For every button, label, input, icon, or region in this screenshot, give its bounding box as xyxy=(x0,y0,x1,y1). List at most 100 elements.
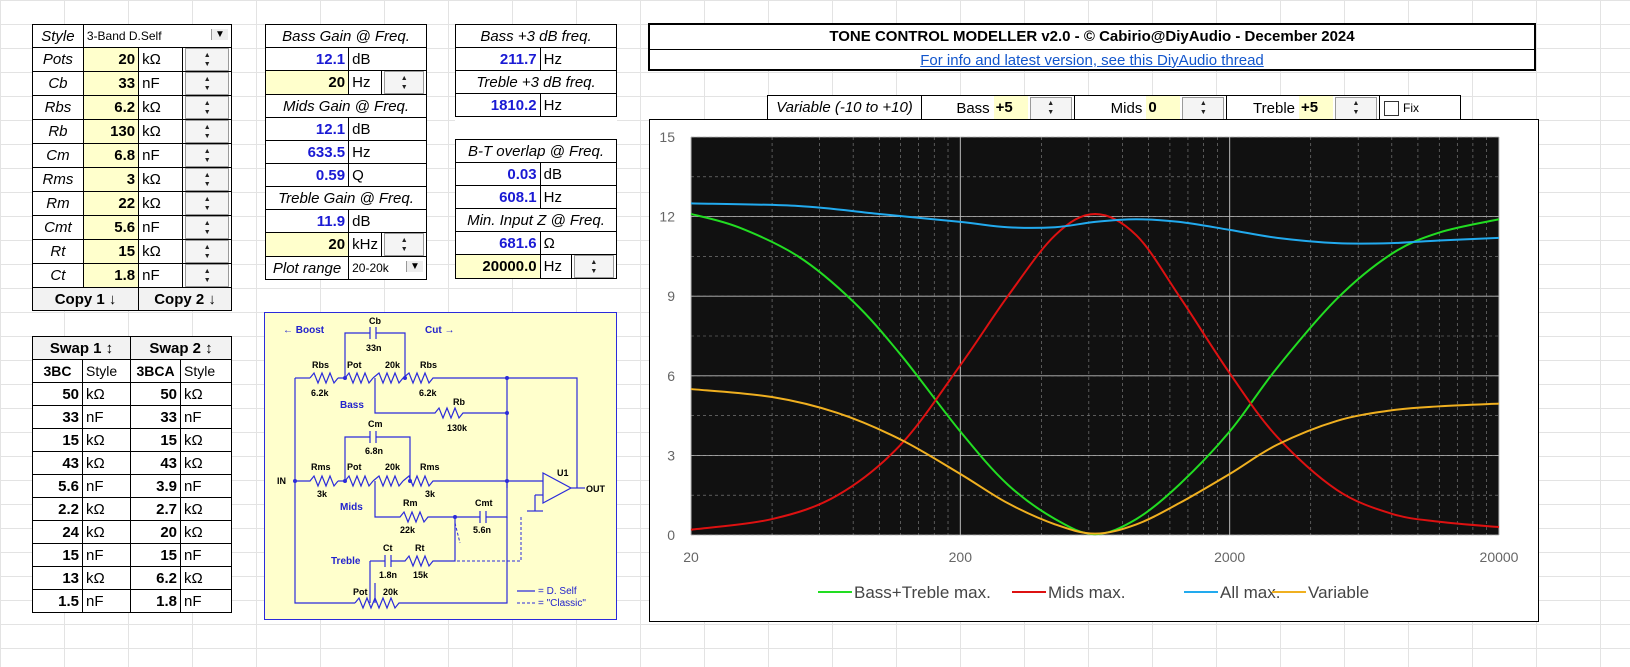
param-spinner[interactable]: ▲ ▼ xyxy=(182,143,232,168)
param-spinner[interactable]: ▲ ▼ xyxy=(182,119,232,144)
treble-control-value[interactable]: +5 xyxy=(1299,96,1334,120)
param-value-input[interactable]: 6.8 xyxy=(82,143,140,168)
spin-down-icon[interactable]: ▼ xyxy=(203,228,211,236)
spin-down-icon[interactable]: ▼ xyxy=(1047,109,1055,116)
treble-freq-input[interactable]: 20 xyxy=(264,232,350,257)
spin-up-icon[interactable]: ▲ xyxy=(203,99,211,107)
label-ct-value: 1.8n xyxy=(379,570,397,580)
param-spinner[interactable]: ▲ ▼ xyxy=(182,47,232,72)
param-value-input[interactable]: 15 xyxy=(82,239,140,264)
spin-up-icon[interactable]: ▲ xyxy=(400,236,408,244)
spin-up-icon[interactable]: ▲ xyxy=(203,147,211,155)
swap-col2-name: 3BCA xyxy=(130,359,181,383)
spin-down-icon[interactable]: ▼ xyxy=(400,83,408,91)
spin-down-icon[interactable]: ▼ xyxy=(1199,109,1207,116)
bass-control-value[interactable]: +5 xyxy=(993,96,1028,120)
spin-down-icon[interactable]: ▼ xyxy=(203,60,211,68)
chevron-down-icon[interactable]: ▼ xyxy=(211,29,228,40)
param-unit: nF xyxy=(138,71,184,96)
spin-down-icon[interactable]: ▼ xyxy=(203,204,211,212)
swap-row: 5.6 nF 3.9 nF xyxy=(32,474,232,498)
swap2-value: 20 xyxy=(130,520,181,544)
swap2-button[interactable]: Swap 2 ↕ xyxy=(130,336,232,360)
spin-down-icon[interactable]: ▼ xyxy=(203,252,211,260)
param-spinner[interactable]: ▲ ▼ xyxy=(182,71,232,96)
spin-down-icon[interactable]: ▼ xyxy=(203,84,211,92)
swap2-value: 15 xyxy=(130,428,181,452)
param-spinner[interactable]: ▲ ▼ xyxy=(182,191,232,216)
swap2-value: 50 xyxy=(130,382,181,406)
spin-down-icon[interactable]: ▼ xyxy=(203,108,211,116)
param-value-input[interactable]: 130 xyxy=(82,119,140,144)
treble-freq-spinner[interactable]: ▲ ▼ xyxy=(381,232,427,257)
spin-down-icon[interactable]: ▼ xyxy=(203,132,211,140)
swap2-value: 15 xyxy=(130,543,181,567)
swap-col1-style: Style xyxy=(82,359,131,383)
swap2-value: 33 xyxy=(130,405,181,429)
spin-up-icon[interactable]: ▲ xyxy=(1047,100,1055,107)
spin-down-icon[interactable]: ▼ xyxy=(203,276,211,284)
spin-down-icon[interactable]: ▼ xyxy=(400,245,408,253)
bt-freq-unit: Hz xyxy=(539,185,618,209)
series-line xyxy=(690,388,1500,535)
copy1-button[interactable]: Copy 1 ↓ xyxy=(31,287,140,311)
param-spinner[interactable]: ▲ ▼ xyxy=(182,263,232,288)
spin-up-icon[interactable]: ▲ xyxy=(203,195,211,203)
copy2-button[interactable]: Copy 2 ↓ xyxy=(138,287,232,311)
bass-freq-input[interactable]: 20 xyxy=(264,70,350,95)
spin-up-icon[interactable]: ▲ xyxy=(203,219,211,227)
fix-checkbox[interactable] xyxy=(1384,100,1400,116)
min-z-freq-input[interactable]: 20000.0 xyxy=(455,254,541,279)
spin-up-icon[interactable]: ▲ xyxy=(203,267,211,275)
spin-up-icon[interactable]: ▲ xyxy=(203,51,211,59)
param-label: Cmt xyxy=(32,215,84,240)
param-value-input[interactable]: 3 xyxy=(82,167,140,192)
mids-control-spinner[interactable]: ▲ ▼ xyxy=(1182,96,1225,120)
param-value-input[interactable]: 6.2 xyxy=(82,95,140,120)
bass-control-spinner[interactable]: ▲ ▼ xyxy=(1029,96,1072,120)
x-tick-label: 20 xyxy=(683,549,699,565)
param-spinner[interactable]: ▲ ▼ xyxy=(182,95,232,120)
swap1-button[interactable]: Swap 1 ↕ xyxy=(32,336,131,360)
spin-up-icon[interactable]: ▲ xyxy=(1199,100,1207,107)
label-ct: Ct xyxy=(383,543,393,553)
min-z-freq-spinner[interactable]: ▲ ▼ xyxy=(570,254,618,279)
spin-up-icon[interactable]: ▲ xyxy=(400,74,408,82)
style-select[interactable]: 3-Band D.Self ▼ xyxy=(82,24,233,48)
param-value-input[interactable]: 33 xyxy=(82,71,140,96)
spin-down-icon[interactable]: ▼ xyxy=(590,267,598,275)
swap2-unit: kΩ xyxy=(180,428,232,452)
info-link[interactable]: For info and latest version, see this Di… xyxy=(920,52,1264,69)
spin-down-icon[interactable]: ▼ xyxy=(1352,109,1360,116)
treble-control-spinner[interactable]: ▲ ▼ xyxy=(1335,96,1378,120)
param-value-input[interactable]: 22 xyxy=(82,191,140,216)
param-value-input[interactable]: 20 xyxy=(82,47,140,72)
spin-up-icon[interactable]: ▲ xyxy=(203,75,211,83)
label-rm: Rm xyxy=(403,498,418,508)
spin-up-icon[interactable]: ▲ xyxy=(1352,100,1360,107)
mids-control-value[interactable]: 0 xyxy=(1146,96,1181,120)
spin-up-icon[interactable]: ▲ xyxy=(203,171,211,179)
param-value-input[interactable]: 5.6 xyxy=(82,215,140,240)
bass-freq-spinner[interactable]: ▲ ▼ xyxy=(381,70,427,95)
swap2-unit: nF xyxy=(180,405,232,429)
mids-freq-unit: Hz xyxy=(348,140,427,164)
spin-down-icon[interactable]: ▼ xyxy=(203,180,211,188)
param-unit: kΩ xyxy=(138,239,184,264)
swap1-value: 33 xyxy=(32,405,83,429)
param-spinner[interactable]: ▲ ▼ xyxy=(182,239,232,264)
param-value-input[interactable]: 1.8 xyxy=(82,263,140,288)
spin-up-icon[interactable]: ▲ xyxy=(203,243,211,251)
style-value: 3-Band D.Self xyxy=(86,29,162,43)
param-spinner[interactable]: ▲ ▼ xyxy=(182,167,232,192)
param-unit: kΩ xyxy=(138,119,184,144)
param-spinner[interactable]: ▲ ▼ xyxy=(182,215,232,240)
spin-up-icon[interactable]: ▲ xyxy=(203,123,211,131)
spin-down-icon[interactable]: ▼ xyxy=(203,156,211,164)
plot-range-select[interactable]: 20-20k ▼ xyxy=(348,256,427,280)
spin-up-icon[interactable]: ▲ xyxy=(590,258,598,266)
chevron-down-icon[interactable]: ▼ xyxy=(406,261,423,272)
param-label: Rt xyxy=(32,239,84,264)
param-row: Rb 130 kΩ ▲ ▼ xyxy=(32,119,232,144)
swap1-unit: kΩ xyxy=(82,566,131,590)
